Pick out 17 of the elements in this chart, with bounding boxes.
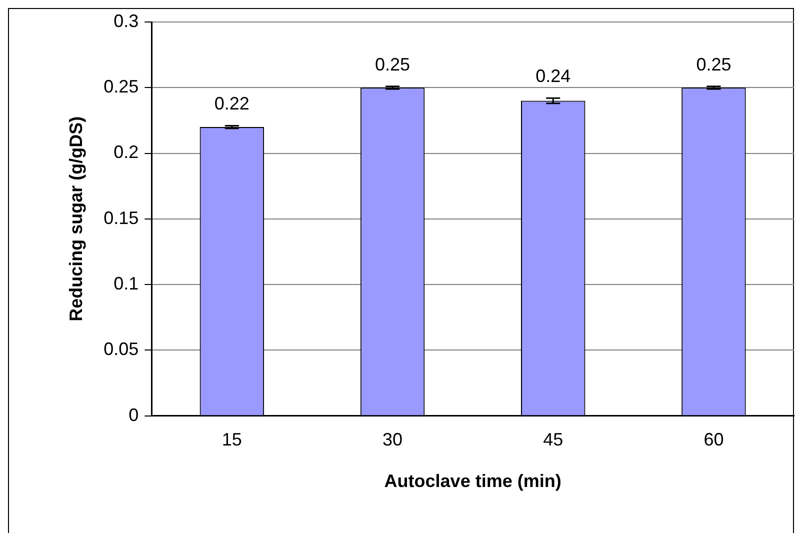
x-tick-label: 30: [382, 430, 403, 450]
y-tick-label: 0: [128, 404, 139, 425]
data-label: 0.25: [374, 54, 410, 74]
y-axis-title: Reducing sugar (g/gDS): [66, 116, 86, 322]
data-label: 0.22: [214, 94, 250, 114]
y-tick-label: 0.2: [114, 142, 139, 162]
data-label: 0.24: [536, 66, 571, 86]
y-tick-label: 0.3: [114, 10, 139, 31]
x-axis-title: Autoclave time (min): [384, 471, 562, 492]
x-tick-label: 45: [543, 430, 564, 450]
y-tick-label: 0.05: [104, 339, 139, 360]
y-tick-label: 0.15: [104, 208, 139, 228]
x-tick-label: 60: [704, 430, 724, 450]
x-tick-label: 15: [222, 430, 242, 450]
y-tick-label: 0.1: [114, 274, 139, 294]
y-tick-label: 0.25: [104, 76, 139, 97]
data-label: 0.25: [696, 54, 732, 74]
